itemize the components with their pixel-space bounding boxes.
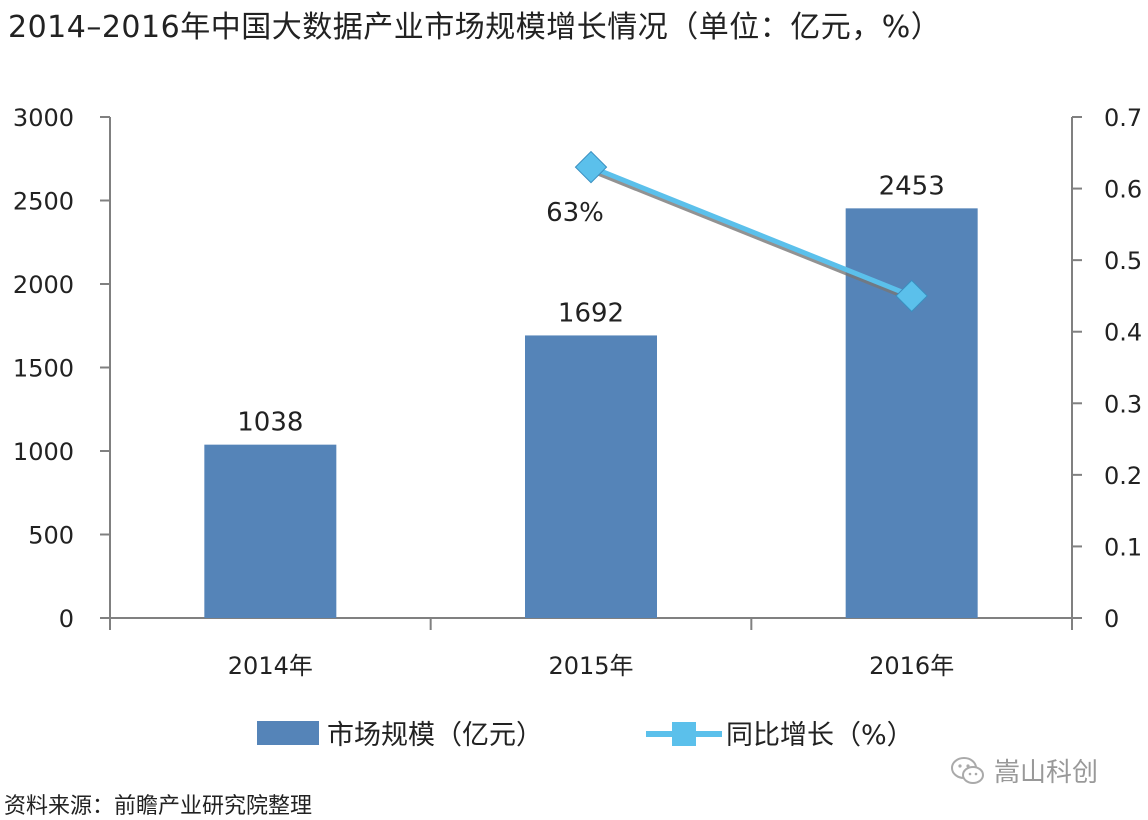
wechat-icon [951,756,984,784]
chart-title: 2014–2016年中国大数据产业市场规模增长情况（单位：亿元，%） [8,10,942,45]
line-shadow [592,168,915,303]
y-left-tick-label: 2000 [13,271,74,299]
y-left-tick-label: 1500 [13,355,74,383]
growth-marker [895,279,928,313]
legend-line-label: 同比增长（%） [726,720,914,751]
y-right-tick-label: 0.1 [1104,533,1142,561]
y-right-tick-label: 0 [1104,605,1119,633]
y-left-tick-label: 500 [28,522,74,550]
watermark-text: 嵩山科创 [994,758,1099,788]
y-right-tick-label: 0.3 [1104,390,1142,418]
x-tick-label: 2014年 [228,652,313,680]
y-right-tick-label: 0.4 [1104,319,1142,347]
y-left-tick-label: 0 [59,605,74,633]
bar [845,208,978,618]
x-tick-label: 2015年 [548,652,633,680]
growth-marker [574,150,608,184]
bars: 1038 1692 2453 [204,171,978,618]
source-note: 资料来源：前瞻产业研究院整理 [4,794,313,819]
bar-value-label: 2453 [879,171,945,201]
line-series: 63% [546,150,928,313]
legend-bar-label: 市场规模（亿元） [327,720,543,751]
legend-line-marker [672,722,696,746]
y-right-tick-label: 0.2 [1104,462,1142,490]
legend-bar-swatch [257,721,319,745]
bar [525,335,657,618]
legend: 市场规模（亿元） 同比增长（%） [257,720,914,751]
growth-line [590,164,913,299]
x-tick-label: 2016年 [869,652,954,680]
watermark: 嵩山科创 [950,752,1098,789]
bar [204,444,337,618]
growth-value-label: 63% [546,198,604,228]
y-left-tick-label: 2500 [13,188,74,216]
y-right-tick-label: 0.5 [1104,247,1142,275]
bar-value-label: 1692 [558,298,624,328]
y-left-tick-label: 3000 [13,104,74,132]
bar-value-label: 1038 [237,408,303,438]
y-right-tick-label: 0.6 [1104,176,1142,204]
y-right-tick-label: 0.7 [1104,104,1142,132]
y-left-tick-label: 1000 [13,438,74,466]
